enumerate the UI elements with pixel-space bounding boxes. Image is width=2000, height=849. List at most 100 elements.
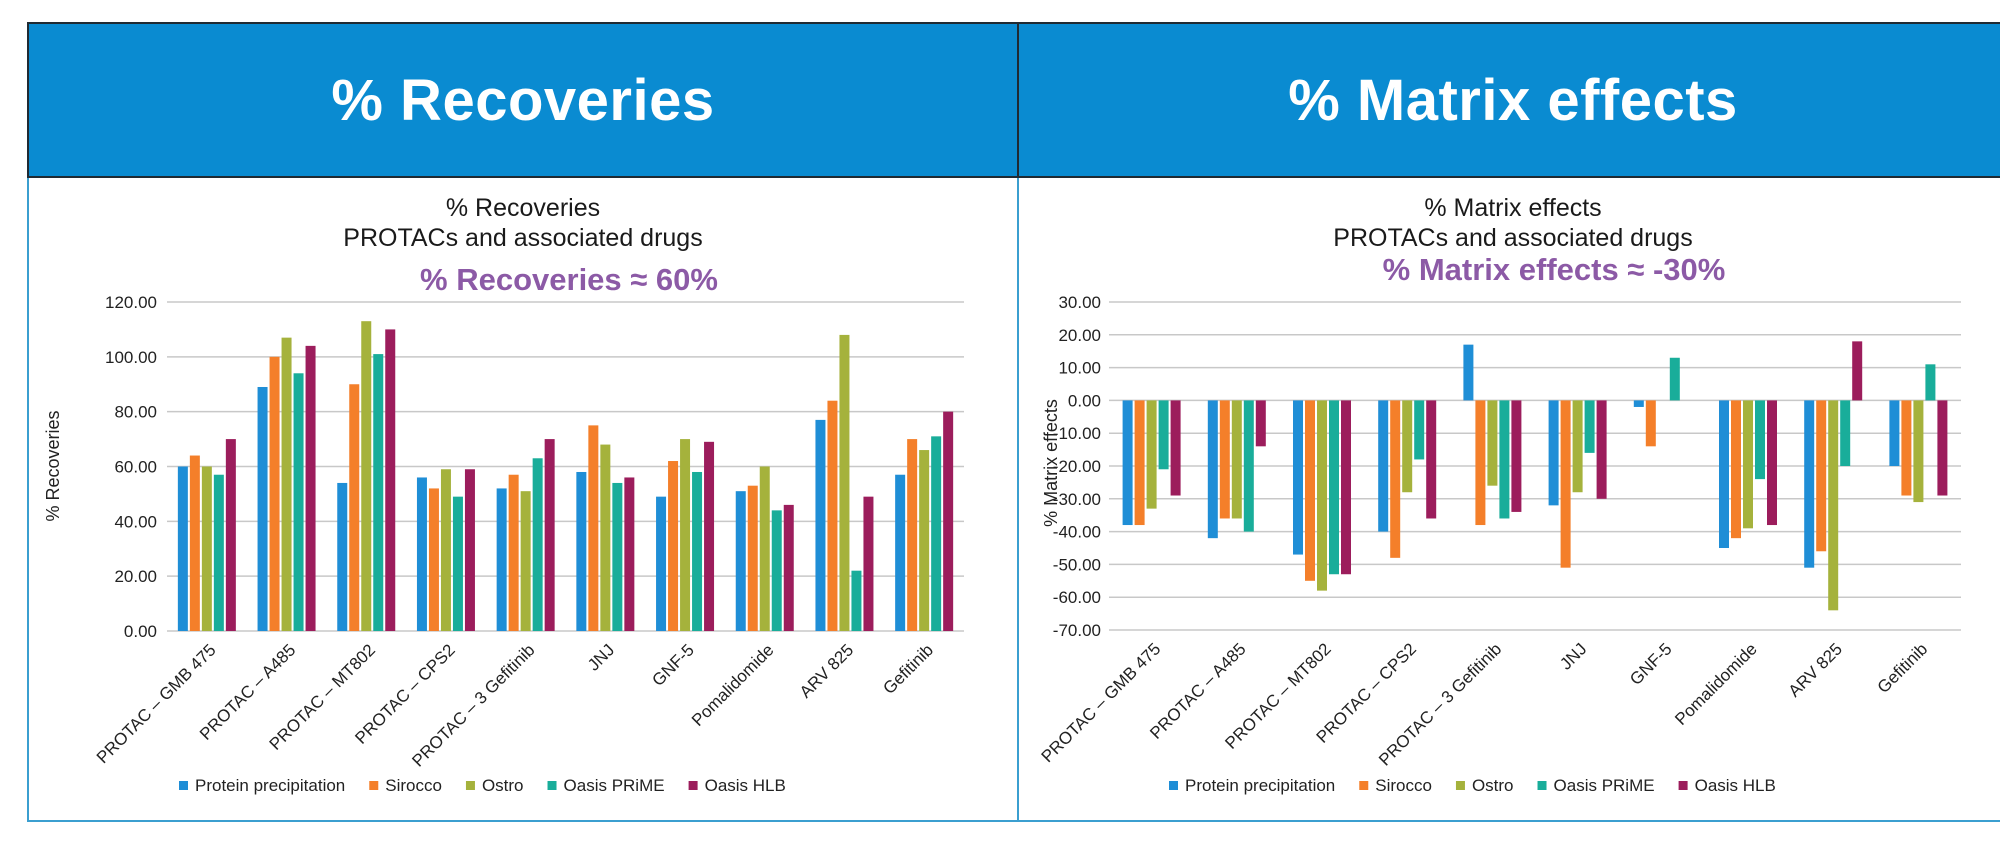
recoveries-category-label: ARV 825 <box>796 640 857 701</box>
recoveries-bar <box>895 474 906 631</box>
recoveries-bar <box>771 510 782 631</box>
recoveries-bar <box>612 482 623 631</box>
matrix-bar <box>1243 400 1254 532</box>
matrix-legend-swatch <box>1169 781 1178 790</box>
matrix-category-label: PROTAC – GMB 475 <box>1038 639 1165 766</box>
matrix-bar <box>1840 400 1851 466</box>
matrix-ytick-label: 10.00 <box>1058 359 1101 378</box>
matrix-legend-swatch <box>1678 781 1688 790</box>
matrix-ytick-label: -10.00 <box>1053 424 1101 443</box>
matrix-bar <box>1645 400 1656 447</box>
recoveries-legend-swatch <box>369 781 379 790</box>
matrix-bar <box>1219 400 1230 519</box>
recoveries-category-label: GNF-5 <box>648 640 697 689</box>
recoveries-bar <box>508 474 519 631</box>
recoveries-bar <box>747 485 758 631</box>
matrix-bar <box>1463 344 1474 401</box>
matrix-bar <box>1719 400 1729 548</box>
matrix-category-label: JNJ <box>1556 639 1590 673</box>
recoveries-bar <box>440 469 451 631</box>
recoveries-bar <box>177 466 188 631</box>
matrix-bar <box>1511 400 1522 512</box>
matrix-bar <box>1170 400 1181 496</box>
matrix-bar <box>1816 400 1827 552</box>
recoveries-bar <box>452 496 463 631</box>
matrix-bar <box>1122 400 1133 526</box>
recoveries-bar <box>305 345 316 631</box>
recoveries-chart-subtitle: PROTACs and associated drugs <box>343 224 702 252</box>
matrix-bar <box>1158 400 1169 470</box>
recoveries-bar <box>839 334 850 631</box>
matrix-ytick-label: 30.00 <box>1058 293 1101 312</box>
recoveries-ytick-label: 120.00 <box>105 293 157 312</box>
matrix-bar <box>1341 400 1351 575</box>
recoveries-bar <box>293 373 304 631</box>
recoveries-ytick-label: 0.00 <box>124 622 157 641</box>
matrix-bar <box>1317 400 1327 591</box>
matrix-bar <box>1937 400 1948 496</box>
matrix-bar <box>1378 400 1389 532</box>
matrix-legend-label: Oasis PRiME <box>1554 776 1655 795</box>
matrix-ylabel: % Matrix effects <box>1041 399 1061 527</box>
matrix-legend-label: Ostro <box>1472 776 1514 795</box>
recoveries-bar <box>931 436 942 631</box>
recoveries-ytick-label: 60.00 <box>114 458 157 477</box>
recoveries-bar <box>349 384 360 631</box>
recoveries-bar <box>257 386 268 631</box>
matrix-category-label: Pomalidomide <box>1671 639 1761 729</box>
recoveries-bar <box>269 356 280 631</box>
recoveries-bar <box>213 474 224 631</box>
recoveries-bar <box>851 570 862 631</box>
matrix-bar <box>1255 400 1266 447</box>
recoveries-bar <box>863 496 874 631</box>
recoveries-bar <box>668 461 679 631</box>
matrix-legend-swatch <box>1455 781 1465 790</box>
matrix-bar <box>1231 400 1242 519</box>
recoveries-bar <box>692 471 703 631</box>
recoveries-category-label: JNJ <box>584 640 618 674</box>
matrix-category-label: ARV 825 <box>1785 639 1846 700</box>
recoveries-banner-title: % Recoveries <box>331 67 715 133</box>
matrix-bar <box>1134 400 1145 526</box>
matrix-category-label: Gefitinib <box>1874 639 1932 697</box>
recoveries-bar <box>827 400 838 631</box>
matrix-chart-subtitle: PROTACs and associated drugs <box>1333 224 1692 252</box>
matrix-ytick-label: -70.00 <box>1053 621 1101 640</box>
recoveries-category-label: Gefitinib <box>879 640 937 698</box>
recoveries-bar <box>532 458 543 631</box>
matrix-legend-label: Oasis HLB <box>1695 776 1776 795</box>
matrix-bar <box>1852 341 1863 401</box>
matrix-ytick-label: 20.00 <box>1058 326 1101 345</box>
matrix-bar <box>1402 400 1413 493</box>
recoveries-bar <box>759 466 770 631</box>
recoveries-bar <box>735 491 746 631</box>
recoveries-legend-label: Ostro <box>482 776 524 795</box>
matrix-bar <box>1889 400 1900 466</box>
recoveries-panel: % Recoveries % Recoveries PROTACs and ass… <box>27 22 1019 822</box>
matrix-bar <box>1743 400 1753 529</box>
recoveries-annotation: % Recoveries ≈ 60% <box>420 262 718 297</box>
recoveries-legend-swatch <box>547 781 557 790</box>
recoveries-bar <box>943 411 954 631</box>
matrix-bar <box>1475 400 1486 526</box>
matrix-bar <box>1828 400 1839 611</box>
matrix-bar <box>1390 400 1401 558</box>
matrix-annotation: % Matrix effects ≈ -30% <box>1383 252 1726 287</box>
matrix-category-label: GNF-5 <box>1626 639 1675 688</box>
matrix-legend-swatch <box>1537 781 1547 790</box>
recoveries-ytick-label: 80.00 <box>114 403 157 422</box>
recoveries-bar <box>464 469 475 631</box>
matrix-bar <box>1329 400 1339 575</box>
recoveries-bar <box>361 321 372 631</box>
matrix-bar <box>1767 400 1777 526</box>
matrix-effects-banner-title: % Matrix effects <box>1288 67 1738 133</box>
recoveries-bar <box>428 488 439 631</box>
matrix-bar <box>1731 400 1741 539</box>
recoveries-category-label: Pomalidomide <box>688 640 778 730</box>
recoveries-legend-label: Protein precipitation <box>195 776 345 795</box>
matrix-ytick-label: -40.00 <box>1053 523 1101 542</box>
matrix-bar <box>1499 400 1510 519</box>
matrix-ytick-label: -50.00 <box>1053 555 1101 574</box>
recoveries-bar <box>783 504 794 631</box>
recoveries-ytick-label: 40.00 <box>114 512 157 531</box>
